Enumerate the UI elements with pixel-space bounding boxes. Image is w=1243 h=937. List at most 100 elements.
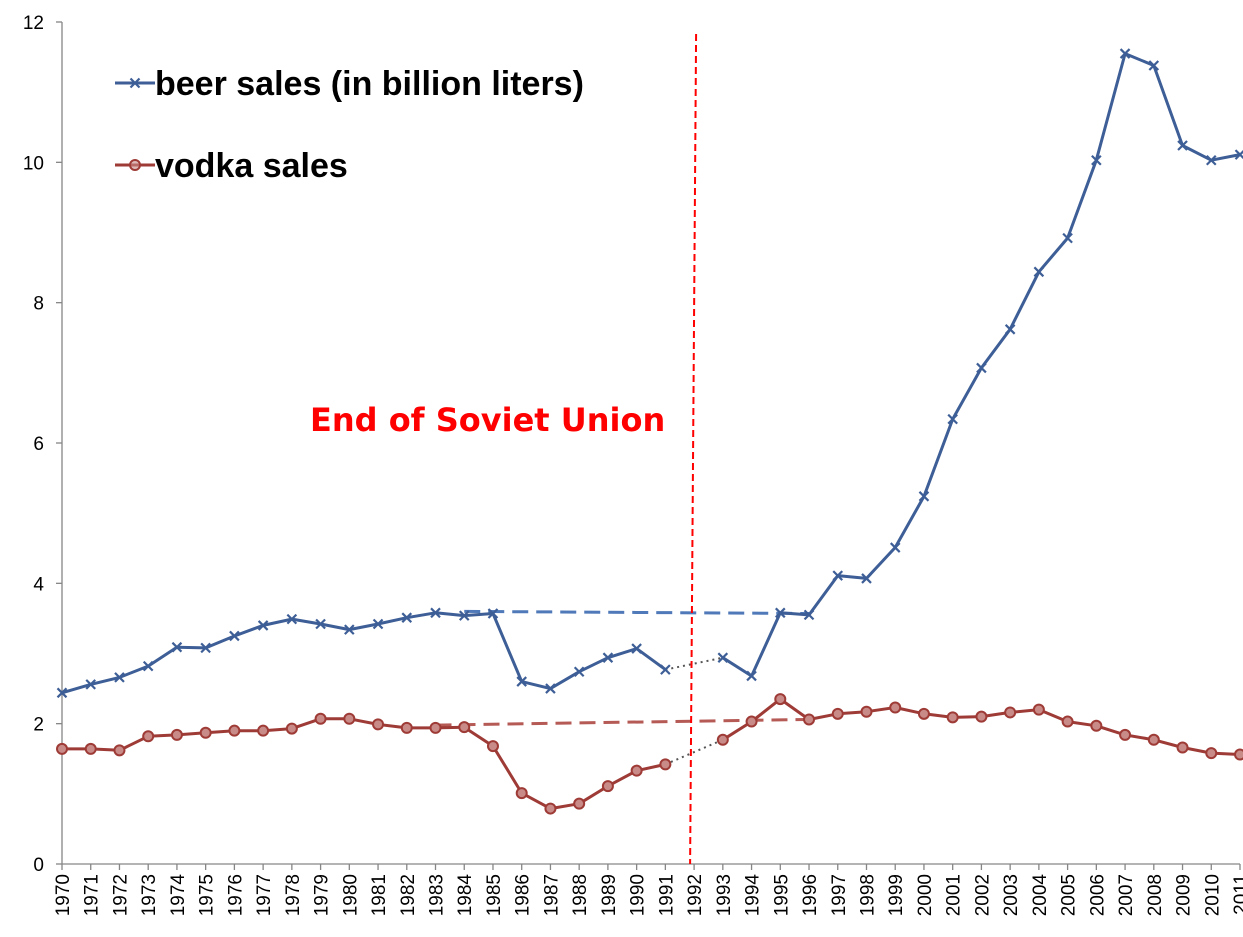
x-tick-label: 1987 — [541, 874, 562, 916]
beer-data-point — [1062, 232, 1073, 244]
beer-data-point — [487, 608, 499, 619]
vodka-data-point — [630, 764, 643, 777]
legend-item-vodka: vodka sales — [115, 147, 348, 185]
beer-data-point — [717, 652, 729, 663]
soviet-end-line — [689, 33, 698, 865]
beer-data-point — [1234, 149, 1243, 160]
beer-data-point — [947, 413, 958, 425]
beer-data-point — [200, 642, 211, 654]
series-line-0 — [721, 52, 1241, 678]
legend-item-beer: beer sales (in billion liters) — [115, 65, 584, 103]
x-tick-label: 1982 — [398, 874, 419, 916]
vodka-data-point — [745, 715, 758, 728]
vodka-data-point — [314, 712, 327, 725]
vodka-data-point — [199, 726, 212, 739]
x-tick-label: 1985 — [484, 874, 505, 916]
beer-data-point — [631, 643, 642, 654]
x-tick-label: 2006 — [1087, 874, 1108, 916]
beer-data-point — [171, 641, 183, 653]
beer-data-point — [1091, 154, 1102, 166]
beer-data-point — [315, 618, 326, 630]
y-tick-label: 8 — [33, 294, 44, 315]
vodka-data-point — [1147, 733, 1160, 746]
vodka-data-point — [486, 740, 499, 753]
gap-connector-line — [664, 738, 724, 766]
x-tick-label: 1989 — [599, 874, 620, 916]
x-tick-label: 2003 — [1001, 874, 1022, 916]
x-tick-label: 2005 — [1059, 874, 1080, 916]
x-tick-label: 1994 — [743, 874, 764, 917]
y-tick-label: 12 — [23, 13, 44, 34]
vodka-data-point — [400, 721, 413, 734]
vodka-data-point — [803, 713, 816, 726]
beer-data-point — [344, 624, 355, 635]
vodka-data-point — [975, 710, 988, 723]
x-tick-label: 1990 — [628, 874, 649, 916]
vodka-data-point — [917, 707, 930, 720]
beer-data-point — [430, 607, 441, 619]
tick-labels: 0 2 4 6 8 10 12 1970 1971 1972 1973 1974 1975 1976 197… — [23, 13, 1243, 916]
beer-data-point — [602, 652, 614, 663]
beer-data-point — [1004, 324, 1016, 335]
beer-data-point — [1205, 154, 1217, 166]
x-tick-label: 1973 — [139, 874, 160, 916]
vodka-data-point — [56, 742, 68, 755]
vertical-marker-line — [689, 33, 698, 865]
x-tick-label: 2001 — [944, 874, 965, 916]
legend-vodka-circle-icon — [129, 159, 141, 171]
vodka-data-point — [1205, 747, 1218, 760]
beer-data-point — [257, 620, 269, 631]
vodka-data-point — [1176, 741, 1189, 754]
vodka-data-point — [257, 724, 270, 737]
vodka-data-point — [1119, 728, 1132, 741]
x-tick-label: 1972 — [110, 874, 131, 916]
beer-data-point — [1119, 48, 1131, 59]
trend-line — [435, 717, 810, 727]
x-tick-label: 2007 — [1116, 874, 1137, 916]
x-tick-label: 2009 — [1174, 874, 1195, 916]
beer-data-point — [1177, 140, 1188, 151]
vodka-data-point — [573, 797, 586, 810]
x-tick-label: 1999 — [886, 874, 907, 916]
beer-data-point — [803, 609, 815, 621]
series-line-1 — [721, 697, 1241, 756]
legend-beer-label: beer sales (in billion liters) — [155, 65, 584, 103]
x-tick-label: 1976 — [225, 874, 246, 916]
series-group — [56, 48, 1243, 815]
vodka-data-point — [831, 707, 844, 720]
x-tick-label: 1980 — [340, 874, 361, 916]
beer-data-point — [85, 679, 97, 690]
vodka-data-point — [84, 742, 97, 755]
x-tick-label: 1992 — [685, 874, 706, 916]
x-tick-label: 1970 — [53, 874, 74, 916]
beer-data-point — [229, 630, 240, 642]
vodka-data-point — [774, 693, 787, 706]
x-tick-label: 1998 — [857, 874, 878, 916]
x-tick-label: 2004 — [1030, 874, 1051, 917]
x-tick-label: 1978 — [283, 874, 304, 916]
beer-data-point — [976, 362, 987, 374]
x-tick-label: 1974 — [168, 874, 189, 917]
vodka-data-point — [343, 712, 356, 725]
y-tick-label: 10 — [23, 153, 44, 174]
x-tick-label: 1997 — [829, 874, 850, 916]
vodka-data-point — [458, 721, 471, 734]
x-tick-label: 1984 — [455, 874, 476, 917]
beer-data-point — [660, 664, 671, 675]
beer-data-point — [861, 573, 872, 584]
beer-data-point — [458, 610, 470, 621]
vodka-data-point — [1234, 748, 1243, 761]
beer-data-point — [545, 683, 556, 694]
x-tick-label: 1993 — [714, 874, 735, 916]
vodka-data-point — [429, 721, 442, 734]
vodka-data-point — [228, 724, 241, 737]
x-tick-label: 1986 — [513, 874, 534, 916]
vodka-data-point — [285, 722, 298, 735]
vodka-data-point — [544, 802, 557, 815]
series-line-1 — [62, 717, 666, 811]
annotation-end-of-soviet-union: End of Soviet Union — [310, 401, 665, 439]
beer-data-point — [142, 660, 154, 672]
trend-lines — [435, 609, 810, 727]
x-tick-label: 2008 — [1145, 874, 1166, 916]
x-tick-label: 2010 — [1202, 874, 1223, 916]
